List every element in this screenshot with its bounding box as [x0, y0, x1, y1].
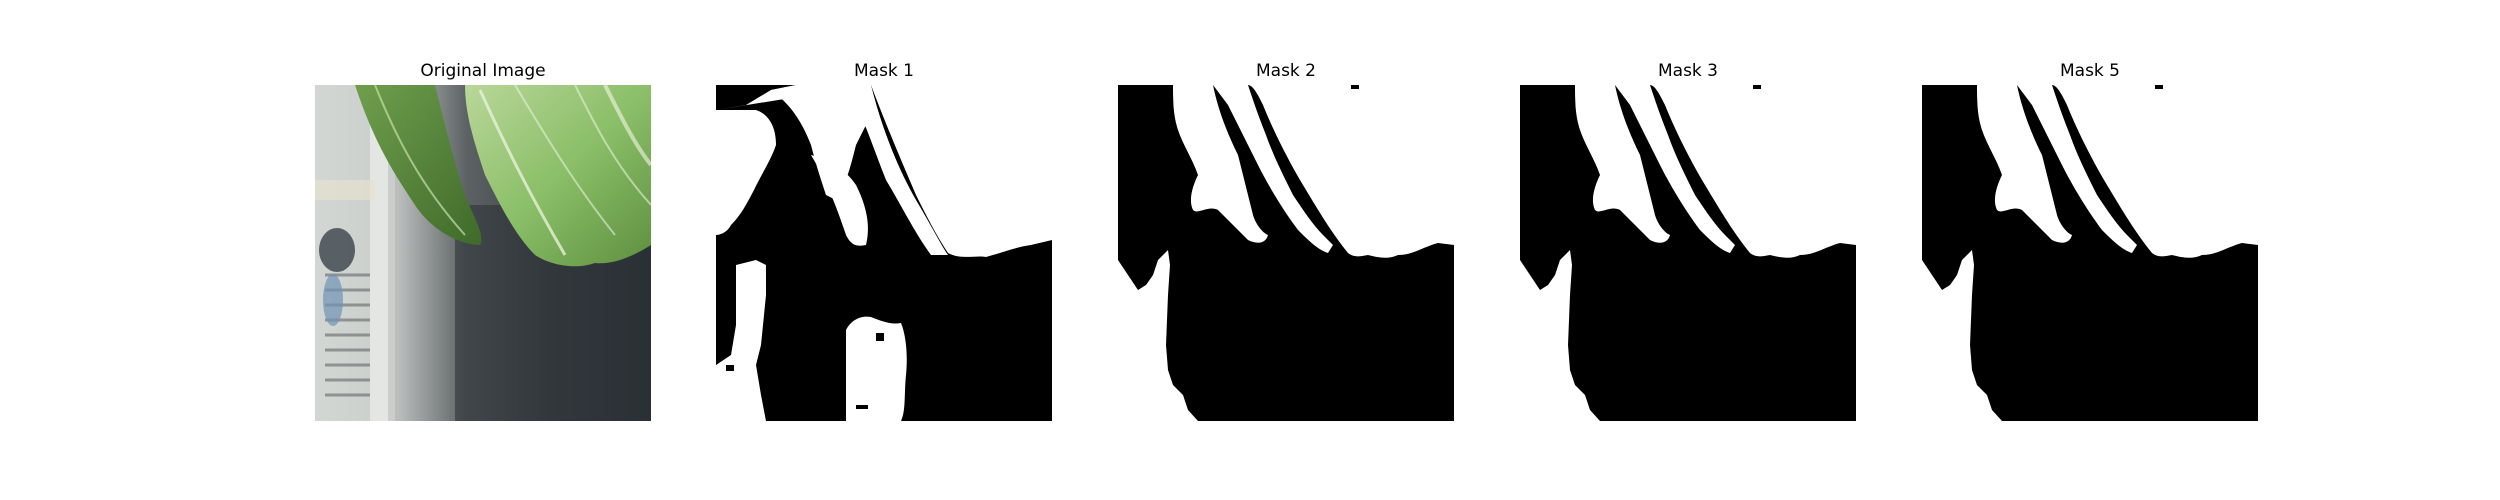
mask-image — [716, 85, 1052, 421]
panel-title: Mask 2 — [1255, 61, 1316, 81]
panel-title: Mask 1 — [853, 61, 914, 81]
panel-mask-1: Mask 1 — [716, 61, 1052, 421]
panel-title: Original Image — [420, 61, 546, 81]
mask-image — [1922, 85, 2258, 421]
mask-image — [1520, 85, 1856, 421]
mask-image — [1118, 85, 1454, 421]
panel-mask-2: Mask 2 — [1118, 61, 1454, 421]
panel-title: Mask 3 — [1657, 61, 1718, 81]
original-photo — [315, 85, 651, 421]
panel-mask-5: Mask 5 — [1922, 61, 2258, 421]
panel-original-image: Original Image — [315, 61, 651, 421]
panel-mask-3: Mask 3 — [1520, 61, 1856, 421]
panel-title: Mask 5 — [2059, 61, 2120, 81]
